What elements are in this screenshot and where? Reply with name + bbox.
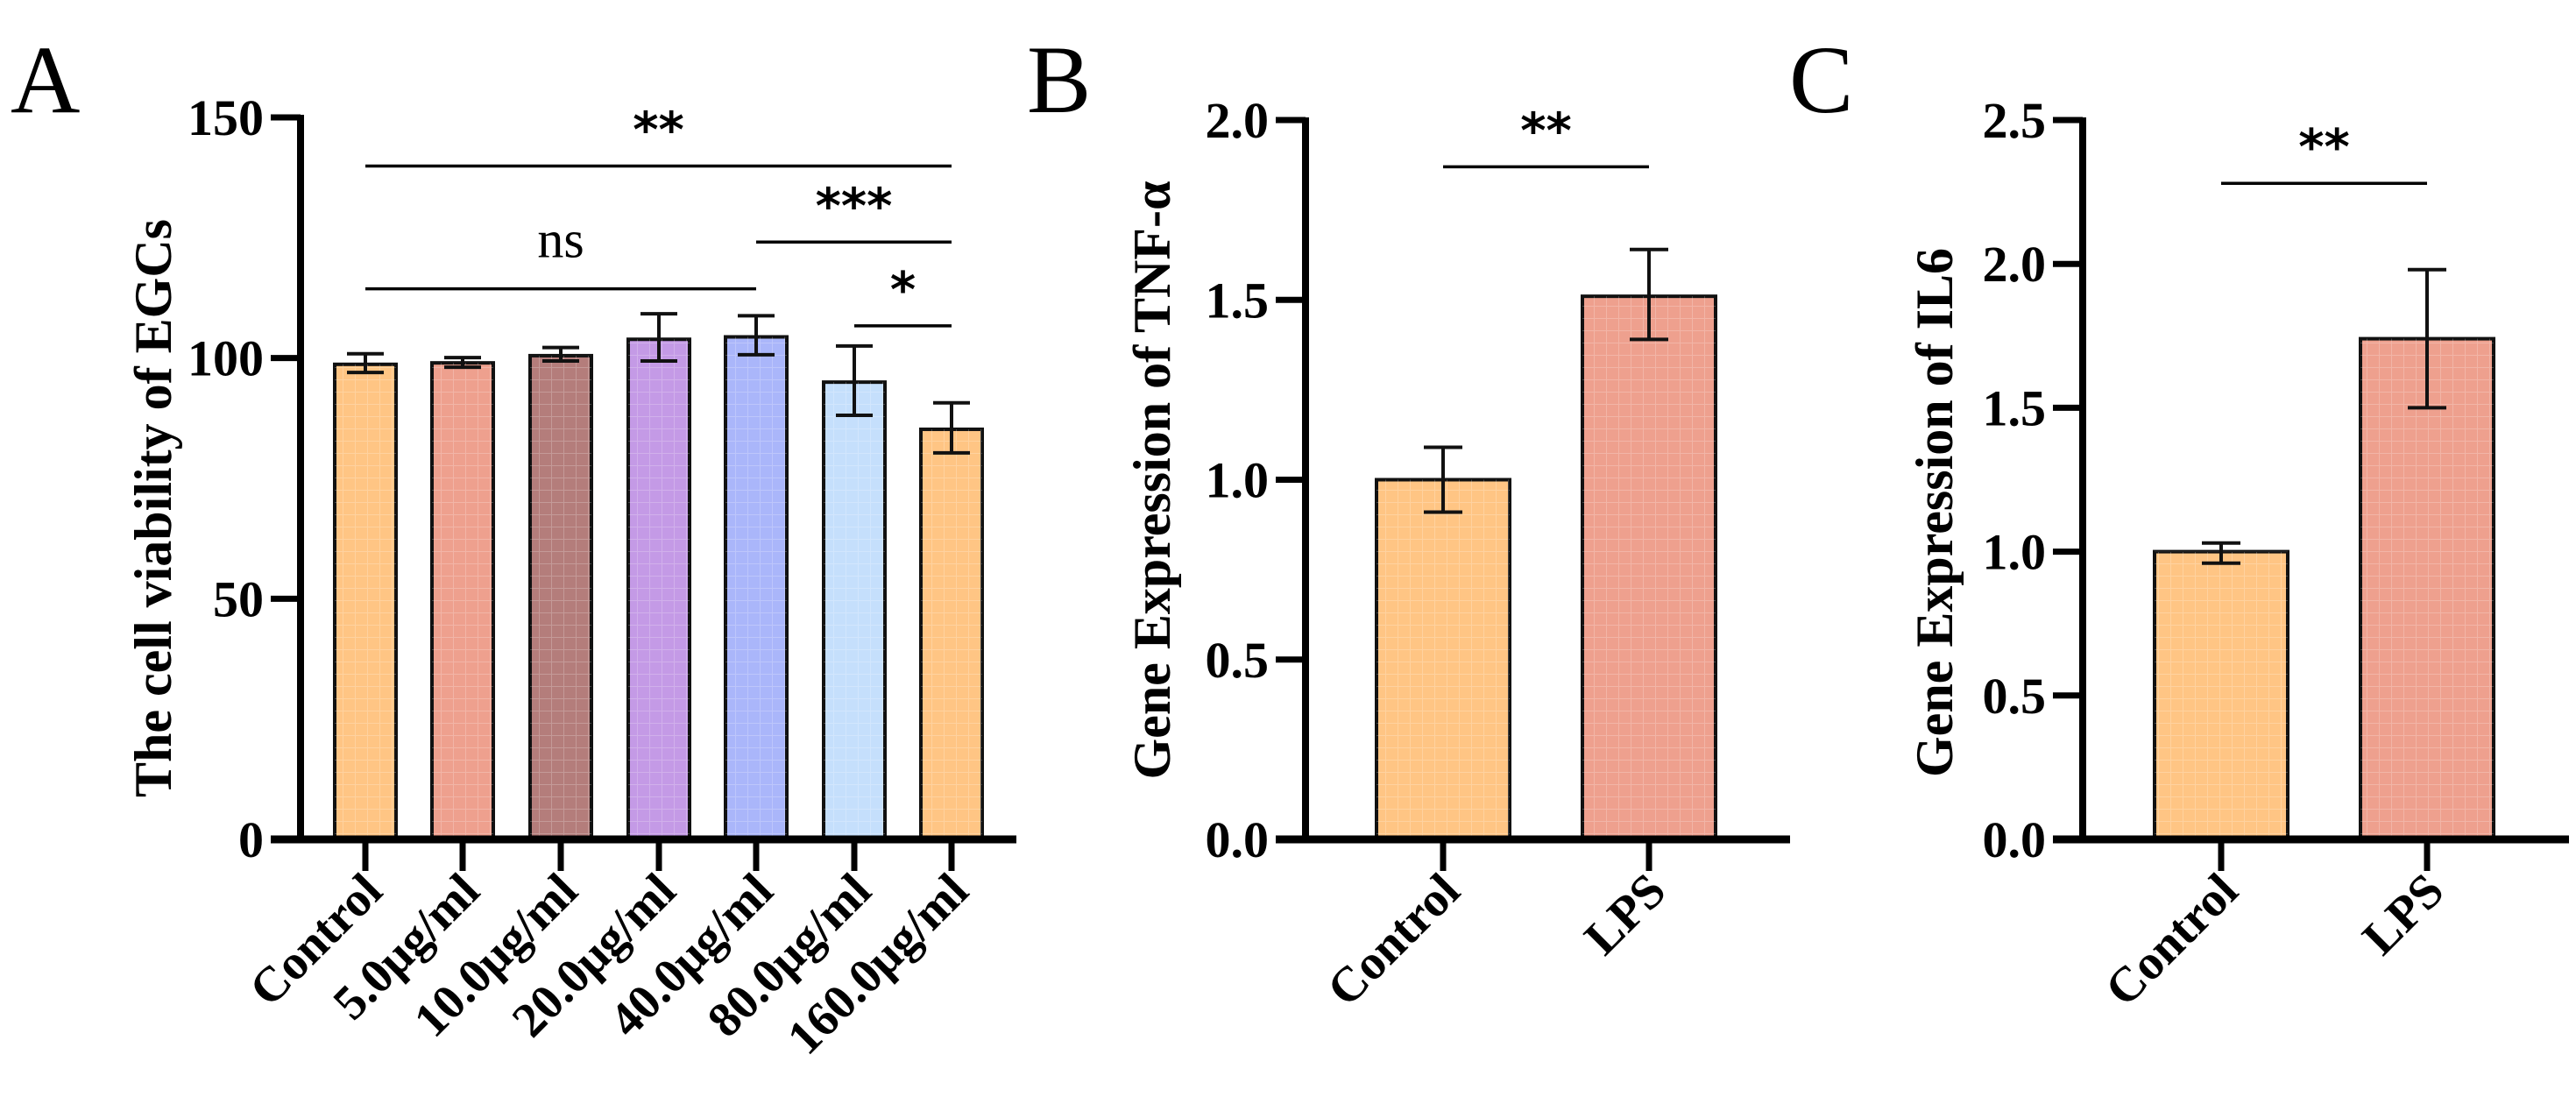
significance-label: *** <box>816 178 893 235</box>
error-bar <box>542 345 579 363</box>
error-bar <box>347 351 384 375</box>
significance-label: * <box>890 262 916 319</box>
x-tick-label: LPS <box>1575 863 1676 965</box>
y-axis-title: The cell viability of EGCs <box>124 219 182 797</box>
error-bar <box>640 312 677 363</box>
bar-texture <box>1376 479 1510 839</box>
bar-texture <box>1582 296 1716 839</box>
error-bar <box>2408 267 2446 410</box>
error-bar <box>836 343 873 418</box>
y-tick-label: 100 <box>188 330 264 387</box>
y-tick-label: 0.5 <box>1983 668 2047 725</box>
y-tick-label: 150 <box>188 89 264 146</box>
error-bar <box>1630 247 1668 342</box>
x-tick-label: LPS <box>2353 863 2454 965</box>
significance-label: ** <box>2298 119 2350 176</box>
bar-texture <box>921 428 982 839</box>
y-tick-label: 2.0 <box>1983 236 2047 293</box>
bar-texture <box>335 364 396 840</box>
panel-letter-b: B <box>1027 26 1091 133</box>
bar-texture <box>530 355 591 839</box>
error-bar <box>2202 541 2240 565</box>
y-tick-label: 1.0 <box>1983 524 2047 581</box>
significance-label: ** <box>633 102 684 159</box>
y-tick-label: 2.0 <box>1206 92 1270 149</box>
panel-letter-a: A <box>11 26 80 133</box>
y-tick-label: 1.5 <box>1206 272 1270 329</box>
panel-b-tnf-alpha-chart: B Gene Expression of TNF-α Control LPS 0.0… <box>1027 26 1790 1016</box>
bar-texture <box>725 336 787 840</box>
bar-texture <box>824 382 885 840</box>
panel-letter-c: C <box>1789 26 1853 133</box>
significance-label: ** <box>1520 103 1572 159</box>
bar-texture <box>432 363 493 839</box>
bar-texture <box>2155 551 2288 839</box>
bar-texture <box>2360 338 2494 840</box>
error-bar <box>444 356 481 370</box>
y-tick-label: 50 <box>213 570 264 627</box>
x-tick-label: Control <box>1317 863 1470 1016</box>
bar-texture <box>628 339 690 839</box>
y-tick-label: 0.0 <box>1983 811 2047 868</box>
x-tick-label: Control <box>2095 863 2248 1016</box>
panel-c-il6-chart: C Gene Expression of IL6 Control LPS 0.0 0.… <box>1789 26 2569 1016</box>
significance-label: ns <box>537 211 584 269</box>
y-tick-label: 1.0 <box>1206 452 1270 509</box>
error-bar <box>738 314 775 357</box>
panel-a-cell-viability-chart: A The cell viability of EGCs Control5.0μ… <box>11 26 1016 1065</box>
error-bar <box>933 400 970 455</box>
y-axis-title: Gene Expression of IL6 <box>1906 248 1964 777</box>
y-tick-label: 0.0 <box>1206 811 1270 868</box>
y-tick-label: 2.5 <box>1983 92 2047 149</box>
y-tick-label: 1.5 <box>1983 379 2047 436</box>
y-axis-title: Gene Expression of TNF-α <box>1123 181 1181 780</box>
y-tick-label: 0.5 <box>1206 632 1270 689</box>
y-tick-label: 0 <box>238 811 264 868</box>
error-bar <box>1424 445 1462 514</box>
